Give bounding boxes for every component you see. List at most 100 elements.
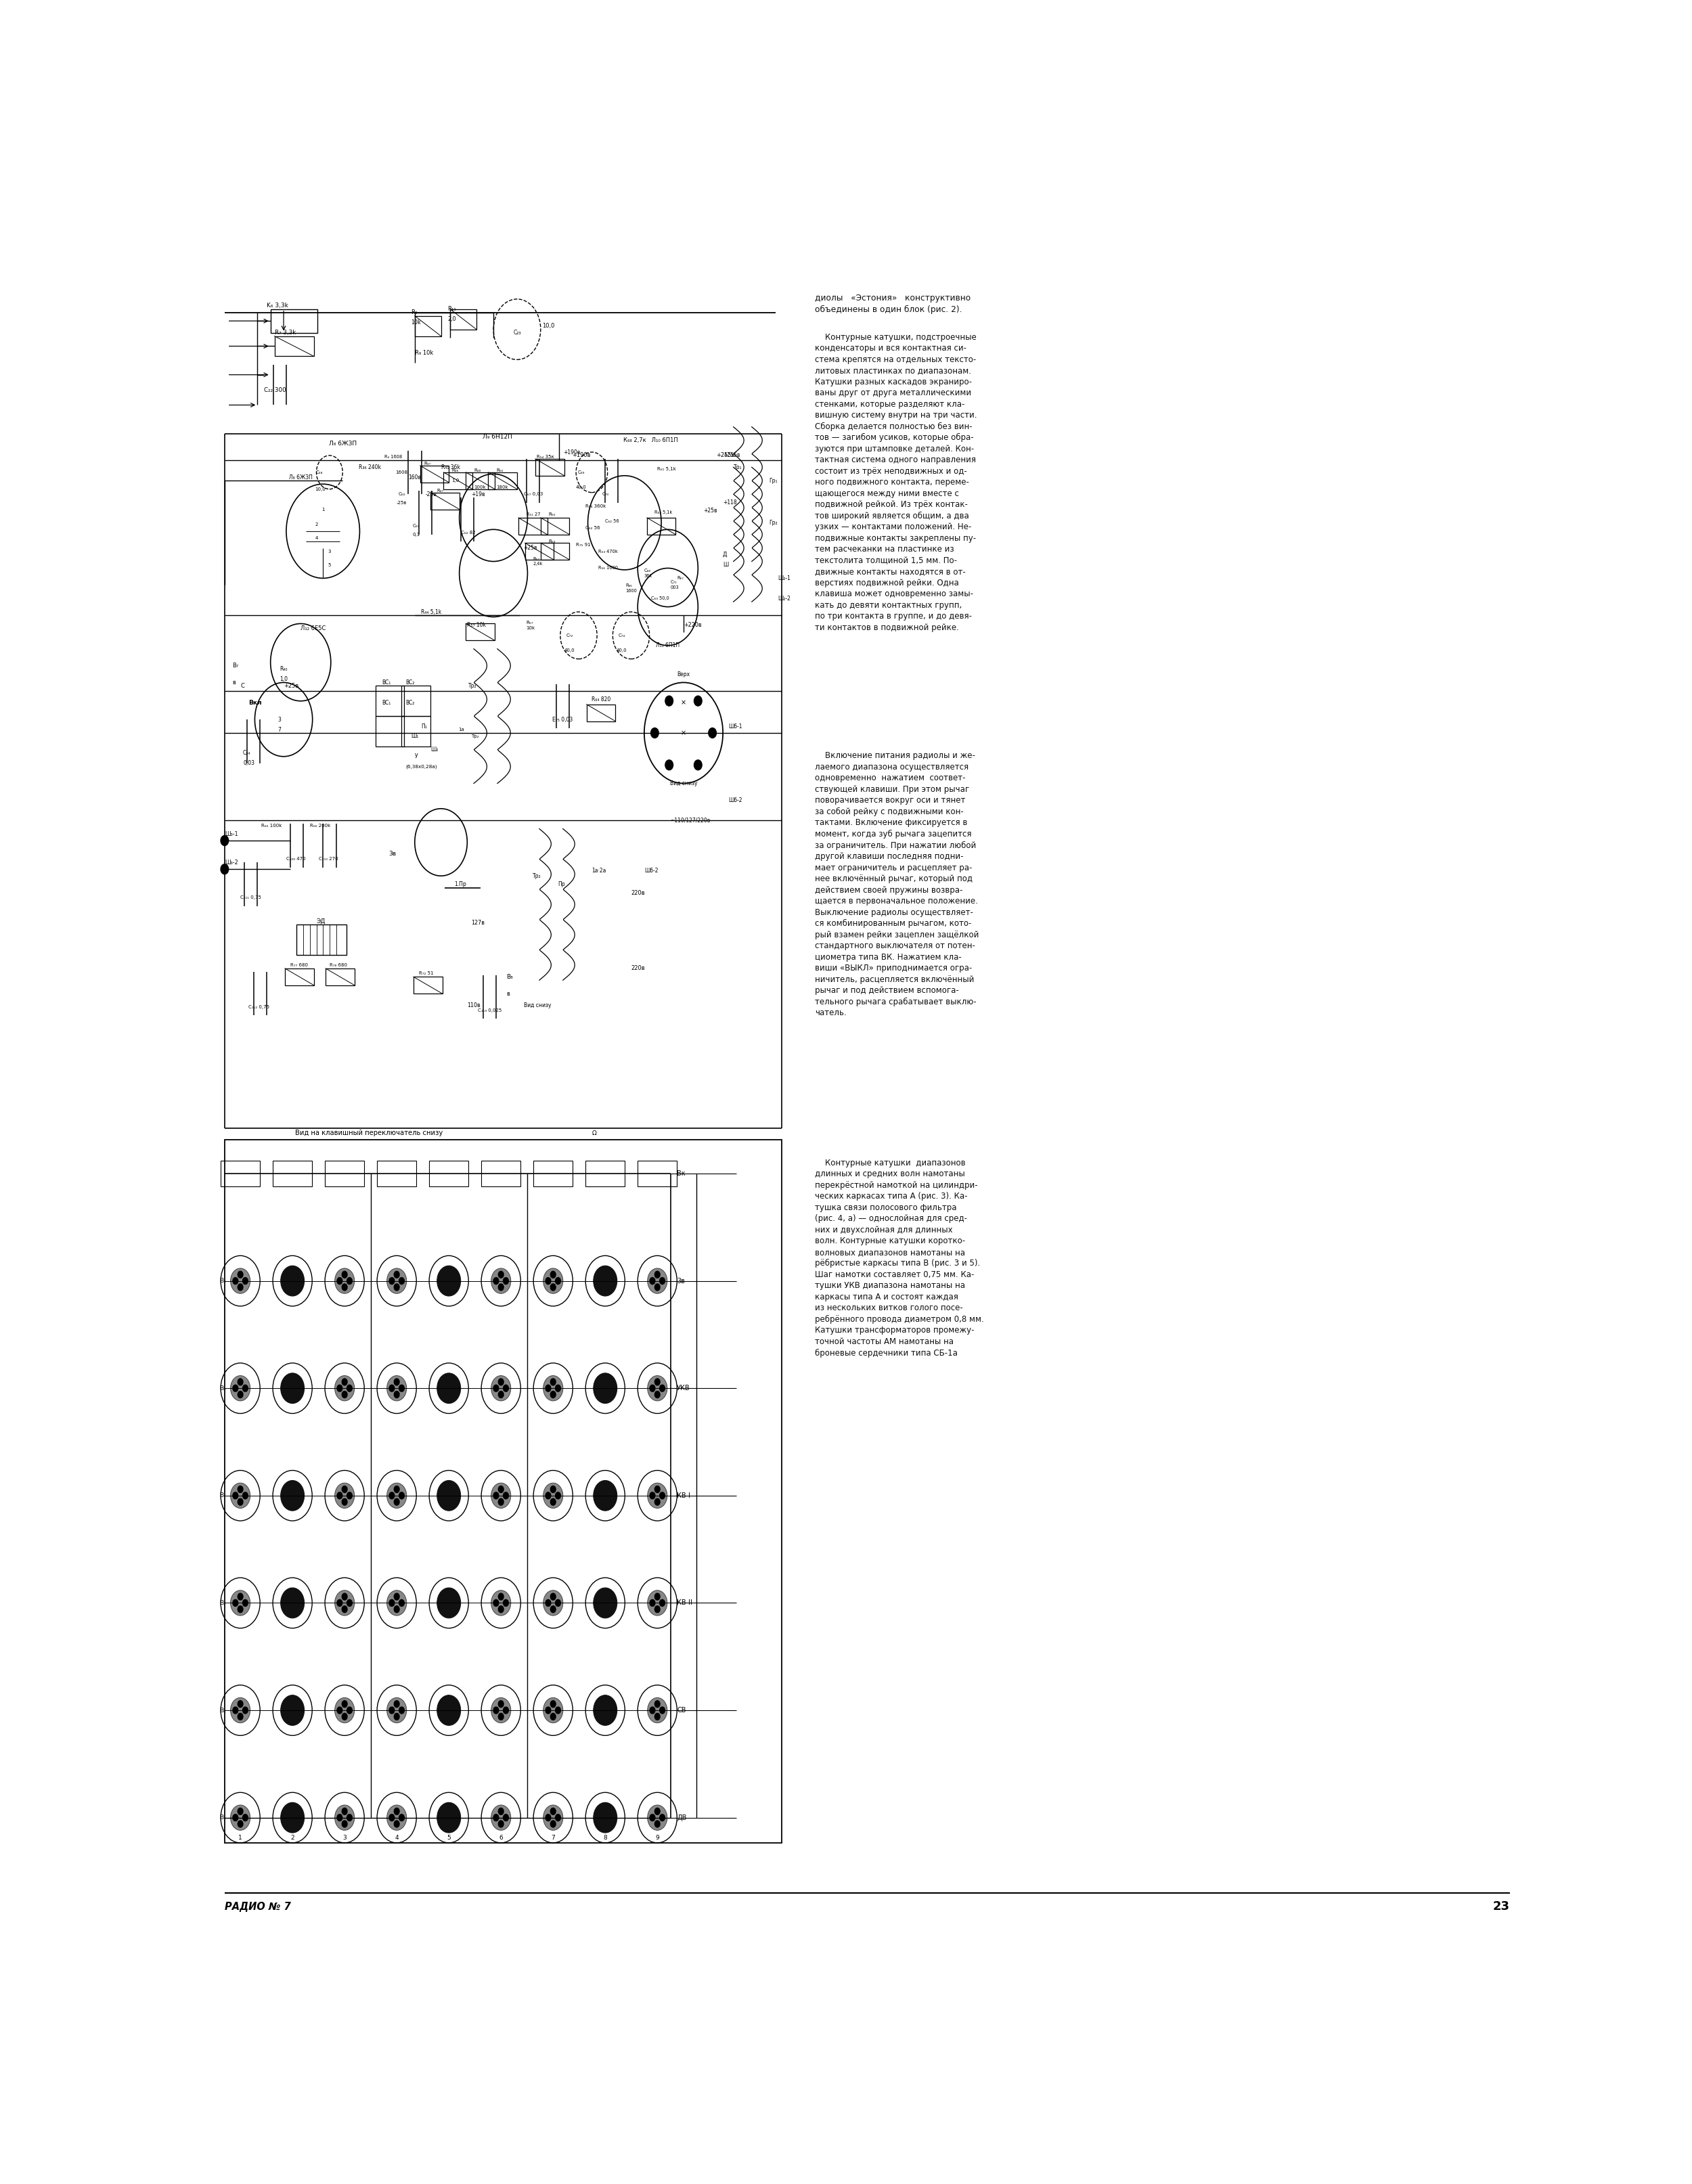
Circle shape bbox=[494, 1385, 499, 1391]
Circle shape bbox=[650, 1278, 655, 1284]
Circle shape bbox=[655, 1821, 660, 1828]
Circle shape bbox=[342, 1271, 347, 1278]
Circle shape bbox=[387, 1804, 406, 1830]
Text: 40,0: 40,0 bbox=[575, 485, 587, 489]
Circle shape bbox=[499, 1284, 504, 1291]
Circle shape bbox=[491, 1804, 511, 1830]
Text: 40,0: 40,0 bbox=[616, 649, 628, 653]
Circle shape bbox=[399, 1492, 404, 1498]
Text: Верх: Верх bbox=[677, 670, 690, 677]
Circle shape bbox=[394, 1712, 399, 1721]
Text: R₆₇: R₆₇ bbox=[677, 577, 684, 581]
Circle shape bbox=[543, 1590, 563, 1616]
Circle shape bbox=[230, 1804, 250, 1830]
Text: 1: 1 bbox=[239, 1835, 242, 1841]
Circle shape bbox=[503, 1815, 509, 1821]
Text: (6,38x0,28a): (6,38x0,28a) bbox=[406, 764, 437, 769]
Text: 6: 6 bbox=[499, 1835, 503, 1841]
Circle shape bbox=[665, 760, 673, 771]
Circle shape bbox=[503, 1599, 509, 1605]
Text: R₆₆ 200k: R₆₆ 200k bbox=[310, 823, 330, 828]
Circle shape bbox=[337, 1385, 342, 1391]
Text: R₇ 3,3k: R₇ 3,3k bbox=[274, 330, 296, 336]
Circle shape bbox=[389, 1708, 394, 1714]
Text: C₂₃: C₂₃ bbox=[513, 330, 521, 336]
Circle shape bbox=[394, 1271, 399, 1278]
Text: В₁: В₁ bbox=[220, 1815, 227, 1821]
Bar bbox=[225, 1140, 782, 1843]
Circle shape bbox=[237, 1378, 244, 1385]
Bar bbox=[489, 472, 518, 489]
Text: 220в: 220в bbox=[631, 965, 645, 972]
Text: УКВ: УКВ bbox=[677, 1385, 690, 1391]
Circle shape bbox=[237, 1821, 244, 1828]
Text: 4: 4 bbox=[315, 535, 318, 539]
Circle shape bbox=[342, 1712, 347, 1721]
Bar bbox=[535, 459, 563, 476]
Text: C₈₄: C₈₄ bbox=[244, 749, 250, 756]
Circle shape bbox=[594, 1695, 618, 1725]
Circle shape bbox=[550, 1391, 555, 1398]
Circle shape bbox=[550, 1808, 555, 1815]
Text: Ш₃-1: Ш₃-1 bbox=[225, 830, 239, 836]
Circle shape bbox=[237, 1284, 244, 1291]
Circle shape bbox=[503, 1278, 509, 1284]
Text: КВ-I: КВ-I bbox=[677, 1492, 690, 1498]
Text: R₆₄ 820: R₆₄ 820 bbox=[592, 697, 611, 703]
Text: -25в: -25в bbox=[396, 500, 406, 505]
Text: ЭД: ЭД bbox=[316, 917, 325, 924]
Circle shape bbox=[555, 1708, 560, 1714]
Circle shape bbox=[281, 1802, 305, 1832]
Circle shape bbox=[650, 1385, 655, 1391]
Text: C₆₂ 56: C₆₂ 56 bbox=[585, 526, 601, 531]
Circle shape bbox=[545, 1492, 552, 1498]
Circle shape bbox=[389, 1492, 394, 1498]
Circle shape bbox=[387, 1697, 406, 1723]
Text: R₄₀: R₄₀ bbox=[279, 666, 288, 673]
Text: +220в: +220в bbox=[684, 622, 702, 629]
Circle shape bbox=[335, 1269, 354, 1293]
Circle shape bbox=[660, 1815, 665, 1821]
Text: C₆₂ 56: C₆₂ 56 bbox=[606, 520, 619, 524]
Circle shape bbox=[237, 1485, 244, 1492]
Text: +190в: +190в bbox=[563, 450, 580, 454]
Text: Контурные катушки, подстроечные
конденсаторы и вся контактная си-
стема крепятся: Контурные катушки, подстроечные конденса… bbox=[816, 332, 976, 631]
Text: 1608: 1608 bbox=[396, 470, 408, 474]
Circle shape bbox=[389, 1815, 394, 1821]
Circle shape bbox=[387, 1269, 406, 1293]
Bar bbox=[587, 705, 616, 721]
Text: Гр₂: Гр₂ bbox=[768, 520, 777, 526]
Circle shape bbox=[491, 1376, 511, 1400]
Circle shape bbox=[648, 1697, 667, 1723]
Text: Ш: Ш bbox=[722, 561, 729, 568]
Circle shape bbox=[242, 1599, 249, 1605]
Text: R₄ 1608: R₄ 1608 bbox=[384, 454, 403, 459]
Circle shape bbox=[499, 1821, 504, 1828]
Bar bbox=[325, 1162, 364, 1186]
Text: 2: 2 bbox=[291, 1835, 294, 1841]
Circle shape bbox=[342, 1594, 347, 1601]
Circle shape bbox=[387, 1376, 406, 1400]
Circle shape bbox=[394, 1378, 399, 1385]
Circle shape bbox=[335, 1483, 354, 1509]
Text: C₁₁₁ 0,75: C₁₁₁ 0,75 bbox=[240, 895, 261, 900]
Text: C₇₂: C₇₂ bbox=[565, 633, 574, 638]
Text: R₅₃ 470k: R₅₃ 470k bbox=[599, 550, 618, 553]
Circle shape bbox=[237, 1271, 244, 1278]
Text: C₆₂ 82: C₆₂ 82 bbox=[460, 531, 475, 535]
Text: К₆₈ 2,7к   Л₁₀ 6П1П: К₆₈ 2,7к Л₁₀ 6П1П bbox=[623, 437, 678, 443]
Circle shape bbox=[233, 1708, 239, 1714]
Bar bbox=[518, 518, 547, 535]
Circle shape bbox=[499, 1378, 504, 1385]
Circle shape bbox=[347, 1492, 352, 1498]
Text: 110в: 110в bbox=[467, 1002, 481, 1009]
Text: R₉ 10k: R₉ 10k bbox=[415, 349, 433, 356]
Text: Вид снизу: Вид снизу bbox=[670, 780, 697, 786]
Circle shape bbox=[394, 1485, 399, 1492]
Circle shape bbox=[494, 1599, 499, 1605]
Circle shape bbox=[709, 727, 716, 738]
Circle shape bbox=[555, 1278, 560, 1284]
Bar bbox=[450, 310, 477, 330]
Text: C: C bbox=[240, 684, 244, 688]
Circle shape bbox=[648, 1590, 667, 1616]
